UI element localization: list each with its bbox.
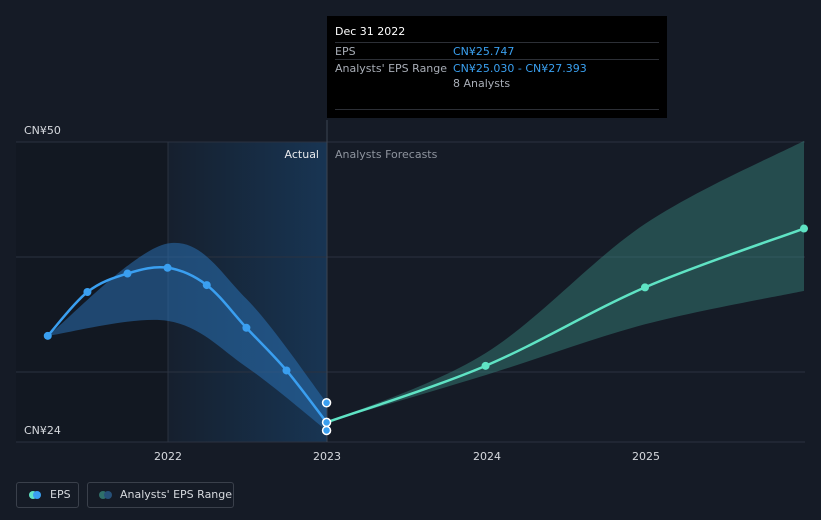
y-axis-bottom-label: CN¥24: [24, 424, 61, 437]
tooltip-range-label: Analysts' EPS Range: [335, 62, 448, 75]
y-axis-top-label: CN¥50: [24, 124, 61, 137]
actual-section-label: Actual: [285, 148, 319, 161]
forecast-section-label: Analysts Forecasts: [335, 148, 438, 161]
eps-point: [43, 331, 52, 340]
analysts-eps-range-forecast-band: [326, 140, 804, 423]
legend-eps-dot2-icon: [33, 491, 41, 499]
legend-range-button[interactable]: Analysts' EPS Range: [87, 482, 234, 508]
x-tick-label: 2023: [313, 450, 341, 463]
legend-range-label: Analysts' EPS Range: [120, 488, 233, 501]
range-highlight-point: [321, 425, 332, 436]
x-tick-label: 2024: [473, 450, 501, 463]
legend-eps-button[interactable]: EPS: [16, 482, 79, 508]
eps-point: [83, 288, 92, 296]
range-highlight-point: [321, 398, 332, 408]
legend-eps-label: EPS: [50, 488, 71, 501]
analysts-eps-range-past-band: [47, 242, 327, 431]
tooltip-eps-row: EPS CN¥25.747: [335, 42, 659, 60]
tooltip-divider: [335, 109, 659, 110]
data-tooltip: Dec 31 2022 EPS CN¥25.747 Analysts' EPS …: [327, 16, 667, 118]
eps-point: [163, 263, 172, 272]
legend-range-dot-icon: [99, 491, 107, 499]
eps-forecast-point: [641, 283, 649, 292]
eps-point: [282, 366, 291, 375]
tooltip-eps-value: CN¥25.747: [453, 45, 515, 58]
eps-highlight-point: [321, 417, 332, 428]
eps-point: [242, 323, 251, 332]
legend-range-dot2-icon: [104, 491, 112, 499]
x-tick-label: 2022: [154, 450, 182, 463]
tooltip-eps-label: EPS: [335, 45, 356, 58]
tooltip-date: Dec 31 2022: [335, 25, 406, 38]
eps-forecast-line: [326, 227, 805, 424]
tooltip-range-value: CN¥25.030 - CN¥27.393: [453, 62, 587, 75]
tooltip-range-row: Analysts' EPS Range CN¥25.030 - CN¥27.39…: [335, 59, 659, 96]
eps-forecast-point: [800, 224, 808, 233]
eps-point: [123, 269, 132, 278]
eps-forecast-point: [481, 361, 490, 370]
eps-point: [202, 281, 211, 290]
tooltip-analysts: 8 Analysts: [453, 77, 511, 90]
x-tick-label: 2025: [632, 450, 660, 463]
